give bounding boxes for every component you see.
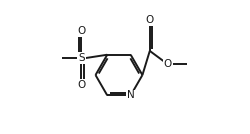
Text: O: O [146,15,154,25]
Text: S: S [78,53,85,63]
Text: N: N [127,90,134,100]
Text: O: O [77,27,86,36]
Text: O: O [77,80,86,90]
Text: O: O [164,59,172,69]
